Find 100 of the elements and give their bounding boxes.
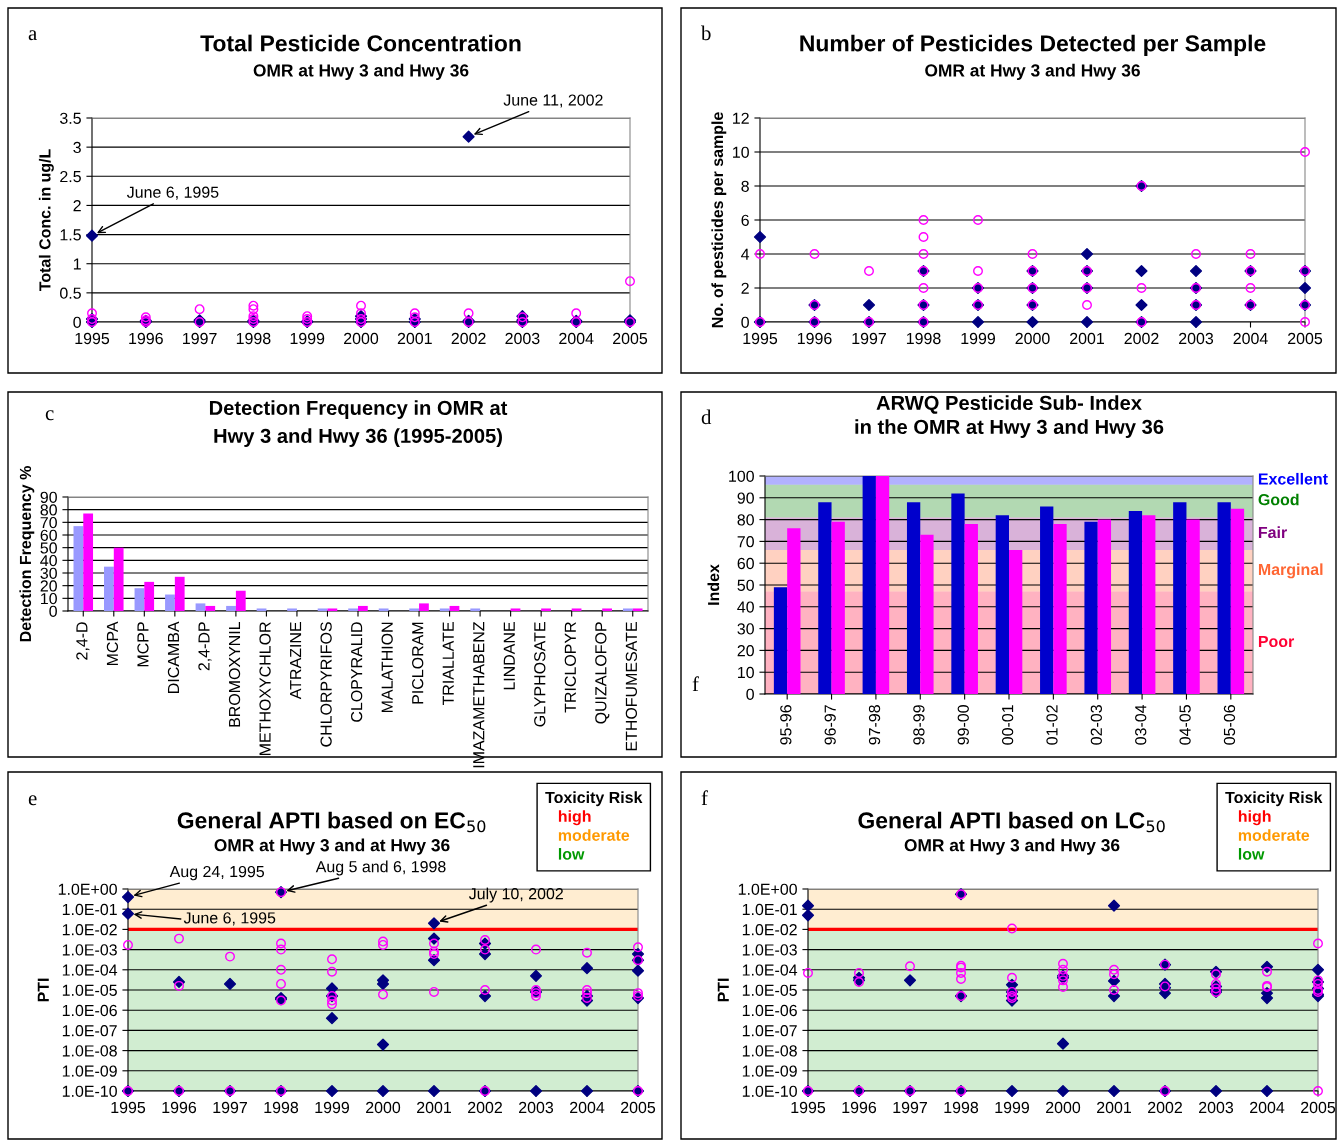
x-tick-label: MALATHION [381,622,393,713]
x-tick-label: 2000 [344,332,379,345]
x-tick-label: 2000 [1046,1101,1081,1114]
band-label: Good [1258,493,1299,506]
y-tick-label: 0 [746,688,754,700]
x-tick-label: 1998 [264,1101,299,1114]
x-tick-label: IMAZAMETHABENZ [473,621,485,768]
x-tick-label: 1996 [797,332,832,345]
y-tick-label: 70 [737,536,754,548]
x-tick-label: 05-06 [1223,705,1236,745]
y-tick-label: 4 [741,248,750,260]
y-tick-label: 1.0E+00 [738,883,797,895]
y-tick-label: 1.0E-03 [62,944,117,956]
x-tick-label: 1995 [743,332,778,345]
x-tick-label: 1995 [75,332,110,345]
x-tick-label: 00-01 [1001,705,1014,745]
x-tick-label: CLOPYRALID [350,622,363,722]
y-tick-label: 1.0E-02 [62,924,117,936]
y-tick-label: 1.0E-08 [62,1045,117,1057]
y-tick-label: 40 [737,601,754,613]
band-label: Poor [1258,635,1295,648]
text: c [45,410,54,421]
y-tick-label: 1.0E-01 [742,903,797,916]
y-tick-label: 100 [729,470,754,482]
annotation: Aug 24, 1995 [169,865,265,881]
y-axis-title: No. of pesticides per sample [711,112,727,328]
x-tick-label: 2004 [559,332,594,345]
y-tick-label: 80 [40,504,57,516]
y-tick-label: 1.0E-04 [742,964,798,976]
y-tick-label: 0.5 [60,287,81,299]
x-tick-label: DICAMBA [167,621,180,693]
x-tick-label: 1998 [906,332,941,345]
x-tick-label: BROMOXYNIL [228,621,241,727]
y-axis-title: Total Conc. in ug/L [38,149,54,292]
x-tick-label: 1999 [315,1101,350,1114]
x-tick-label: 2001 [1097,1101,1131,1114]
x-tick-label: 2002 [1124,332,1159,345]
y-tick-label: 30 [737,623,754,635]
y-tick-label: 20 [40,580,57,592]
x-tick-label: 2003 [1179,332,1214,345]
text: f [692,676,699,692]
x-tick-label: 2004 [570,1101,605,1114]
ref-line-label: high [558,810,591,826]
y-tick-label: 3 [73,141,81,154]
text: b [701,25,711,41]
x-tick-label: 99-00 [957,705,969,745]
x-tick-label: 2005 [1301,1101,1336,1114]
y-tick-label: 2.5 [60,170,81,183]
band-label: moderate [558,829,630,841]
x-tick-label: MCPA [106,621,119,666]
y-tick-label: 1.0E-04 [62,964,118,976]
text: f [701,790,708,806]
x-tick-label: 1999 [961,332,996,345]
chart-subtitle: OMR at Hwy 3 and Hwy 36 [904,838,1120,855]
x-tick-label: 01-02 [1046,705,1058,745]
chart-title: ARWQ Pesticide Sub- Index [876,395,1142,414]
y-tick-label: 1.0E-09 [62,1065,117,1077]
band-label: low [1238,848,1265,860]
x-tick-label: 2002 [468,1101,502,1114]
x-tick-label: 1997 [893,1101,927,1114]
x-tick-label: 03-04 [1135,704,1147,745]
chart-title: Detection Frequency in OMR at [209,400,508,419]
y-tick-label: 1.0E-03 [742,944,797,956]
y-tick-label: 2 [73,200,81,212]
y-axis-title: PTI [37,978,49,1002]
x-tick-label: 2004 [1233,332,1268,345]
y-tick-label: 70 [40,516,57,529]
x-tick-label: 1996 [162,1101,197,1114]
x-tick-label: ETHOFUMESATE [625,622,638,751]
y-tick-label: 20 [737,645,754,657]
x-tick-label: 1998 [944,1101,979,1114]
chart-subtitle: OMR at Hwy 3 and Hwy 36 [925,63,1140,80]
y-tick-label: 1.5 [60,229,81,241]
chart-subtitle: OMR at Hwy 3 and Hwy 36 [253,63,469,80]
x-tick-label: 2000 [366,1101,401,1114]
y-tick-label: 90 [737,492,754,504]
y-tick-label: 1 [73,258,81,270]
y-tick-label: 1.0E-06 [62,1004,117,1017]
y-tick-label: 2 [741,282,749,294]
x-tick-label: 97-98 [868,705,881,745]
annotation: July 10, 2002 [468,887,563,903]
x-tick-label: 1995 [111,1101,146,1114]
annotation: June 6, 1995 [183,912,276,926]
y-tick-label: 30 [40,567,57,579]
x-tick-label: 1997 [213,1101,247,1114]
y-tick-label: 1.0E+00 [58,883,117,895]
y-tick-label: 1.0E-10 [742,1085,797,1097]
y-tick-label: 8 [741,180,749,192]
y-tick-label: 1.0E-06 [742,1004,797,1017]
x-tick-label: TRIALLATE [442,622,454,706]
x-tick-label: 2005 [613,332,648,345]
x-tick-label: 2005 [621,1101,656,1114]
band-label: Fair [1258,526,1287,539]
x-tick-label: PICLORAM [412,622,424,704]
legend-title: Toxicity Risk [545,791,643,807]
y-tick-label: 1.0E-08 [742,1045,797,1057]
x-tick-label: 2003 [519,1101,554,1114]
y-tick-label: 6 [741,214,749,226]
x-tick-label: TRICLOPYR [564,622,576,713]
annotation: Aug 5 and 6, 1998 [315,860,446,876]
